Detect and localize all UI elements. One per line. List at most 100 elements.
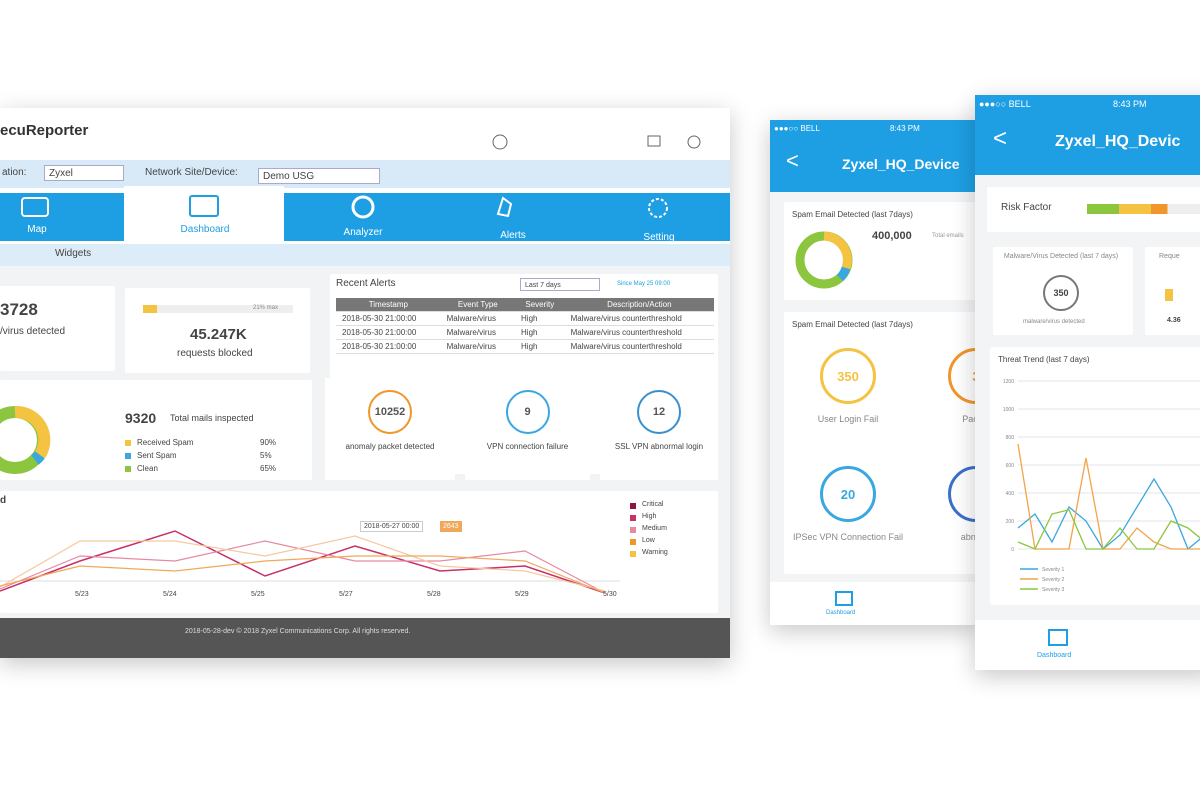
alerts-table: Timestamp Event Type Severity Description/A… bbox=[336, 298, 714, 354]
status-carrier: ●●●○○ BELL bbox=[979, 99, 1031, 109]
tab-label[interactable]: Dashboard bbox=[1037, 652, 1072, 659]
legend-label: Low bbox=[642, 537, 655, 544]
legend-swatch bbox=[630, 539, 636, 545]
table-cell: 2018-05-30 21:00:00 bbox=[336, 339, 441, 354]
table-cell: High bbox=[515, 339, 565, 354]
trend-line bbox=[0, 555, 606, 594]
tile-label: User Login Fail bbox=[817, 414, 879, 424]
trend-line bbox=[0, 535, 606, 592]
progress-fill bbox=[143, 305, 157, 313]
trend-card: Threat Trend (last 7 days) 0 200 400 600 800… bbox=[990, 347, 1200, 605]
legend-label: Received Spam bbox=[137, 438, 194, 447]
tab-icon[interactable] bbox=[1047, 628, 1069, 648]
circle-label: VPN connection failure bbox=[486, 442, 569, 451]
table-row: 2018-05-30 21:00:00 Malware/virus High Malw… bbox=[336, 311, 714, 326]
x-tick-label: 5/25 bbox=[251, 591, 265, 598]
nav-item[interactable]: Dashboard bbox=[180, 224, 230, 235]
trend-line bbox=[0, 540, 606, 594]
tab-bar bbox=[975, 620, 1200, 670]
risk-bar bbox=[1087, 204, 1200, 214]
tab-icon[interactable] bbox=[834, 590, 854, 608]
y-tick-label: 200 bbox=[1006, 519, 1015, 525]
y-tick-label: 400 bbox=[1006, 491, 1015, 497]
circle-label: SSL VPN abnormal login bbox=[614, 442, 704, 451]
tile-label: abnorm bbox=[960, 532, 980, 542]
risk-label: Risk Factor bbox=[1001, 202, 1052, 213]
table-cell: 2018-05-30 21:00:00 bbox=[336, 311, 441, 326]
request-value: 4.36 bbox=[1167, 317, 1181, 324]
back-button[interactable]: < bbox=[786, 148, 799, 173]
section-title: Spam Email Detected (last 7days) bbox=[792, 320, 913, 329]
nav-item[interactable]: Analyzer bbox=[343, 227, 383, 238]
x-tick-label: 5/29 bbox=[515, 591, 529, 598]
mails-card: 9320 Total mails inspected Received Spam… bbox=[0, 380, 312, 480]
legend-percent: 5% bbox=[260, 451, 272, 460]
y-tick-label: 600 bbox=[1006, 463, 1015, 469]
subtab[interactable]: Widgets bbox=[55, 248, 92, 259]
legend-swatch bbox=[125, 453, 131, 459]
legend-label: High bbox=[642, 513, 657, 520]
status-time: 8:43 PM bbox=[890, 124, 920, 133]
requests-label: requests blocked bbox=[177, 348, 253, 359]
request-bar bbox=[1165, 289, 1173, 301]
alerts-range[interactable]: Last 7 days bbox=[520, 278, 600, 291]
legend-swatch bbox=[630, 515, 636, 521]
table-cell: Malware/virus counterthreshold bbox=[564, 339, 714, 354]
tab-label[interactable]: Dashboard bbox=[826, 610, 856, 616]
back-button[interactable]: < bbox=[993, 125, 1008, 152]
status-carrier: ●●●○○ BELL bbox=[774, 124, 820, 133]
table-row: 2018-05-30 21:00:00 Malware/virus High Malw… bbox=[336, 325, 714, 340]
table-header: Timestamp Event Type Severity Description/A… bbox=[336, 298, 714, 312]
legend-percent: 90% bbox=[260, 438, 277, 447]
phone-header bbox=[975, 95, 1200, 175]
x-tick-label: 5/23 bbox=[75, 591, 89, 598]
spam-value: 400,000 bbox=[872, 230, 912, 242]
request-card: Reque 4.36 bbox=[1145, 247, 1200, 335]
legend-label: Medium bbox=[642, 525, 667, 532]
table-body: 2018-05-30 21:00:00 Malware/virus High Malw… bbox=[336, 311, 714, 354]
spam-title: Spam Email Detected (last 7days) bbox=[792, 210, 913, 219]
tile-label: IPSec VPN Connection Fail bbox=[792, 532, 904, 542]
mails-label: Total mails inspected bbox=[170, 413, 254, 423]
table-cell: Malware/virus bbox=[440, 325, 516, 340]
org-select[interactable]: Zyxel bbox=[44, 165, 124, 181]
series-line bbox=[1017, 443, 1200, 550]
nav-item[interactable]: Setting bbox=[643, 232, 675, 243]
malware-title: Malware/Virus Detected (last 7 days) bbox=[1003, 253, 1119, 260]
site-select[interactable]: Demo USG bbox=[258, 168, 380, 184]
spam-label: Total emails bbox=[932, 233, 964, 239]
footer bbox=[0, 618, 730, 658]
tile-label: Packet bbox=[962, 414, 980, 424]
circle-value: 9 bbox=[505, 390, 550, 434]
series-line bbox=[1017, 509, 1200, 550]
threat-chart: 0 200 400 600 800 1000 1200 Severity 1 Severity … bbox=[1003, 379, 1200, 593]
nav-item[interactable]: Map bbox=[27, 224, 47, 235]
tiles-card: Spam Email Detected (last 7days) 350 User… bbox=[784, 312, 980, 574]
y-tick-label: 0 bbox=[1011, 547, 1014, 553]
malware-label: /virus detected bbox=[0, 326, 66, 337]
trend-lines bbox=[0, 530, 620, 594]
nav-item[interactable]: Alerts bbox=[500, 230, 526, 241]
spam-donut bbox=[795, 231, 853, 289]
series-line bbox=[1017, 477, 1200, 551]
subtab-bar bbox=[0, 244, 730, 266]
phone-title: Zyxel_HQ_Devic bbox=[1055, 133, 1181, 150]
table-cell: 2018-05-30 21:00:00 bbox=[336, 325, 441, 340]
malware-value: 3728 bbox=[0, 300, 38, 319]
circle-label: anomaly packet detected bbox=[345, 442, 435, 451]
tooltip-date: 2018-05-27 00:00 bbox=[360, 521, 424, 532]
legend-swatch bbox=[630, 551, 636, 557]
footer-text: 2018-05-28-dev © 2018 Zyxel Communicatio… bbox=[185, 628, 411, 635]
legend-swatch bbox=[125, 466, 131, 472]
col-header: Severity bbox=[515, 298, 565, 312]
header-icons bbox=[492, 134, 701, 150]
progress-label: 21% max bbox=[253, 305, 279, 311]
malware-label: malware/virus detected bbox=[1023, 319, 1085, 325]
mails-value: 9320 bbox=[125, 410, 157, 426]
status-time: 8:43 PM bbox=[1113, 99, 1147, 109]
malware-card: Malware/Virus Detected (last 7 days) 350… bbox=[993, 247, 1133, 335]
x-tick-label: 5/30 bbox=[603, 591, 617, 598]
trend-title: d bbox=[0, 495, 7, 506]
legend-swatch bbox=[630, 503, 636, 509]
org-label: ation: bbox=[2, 167, 27, 178]
